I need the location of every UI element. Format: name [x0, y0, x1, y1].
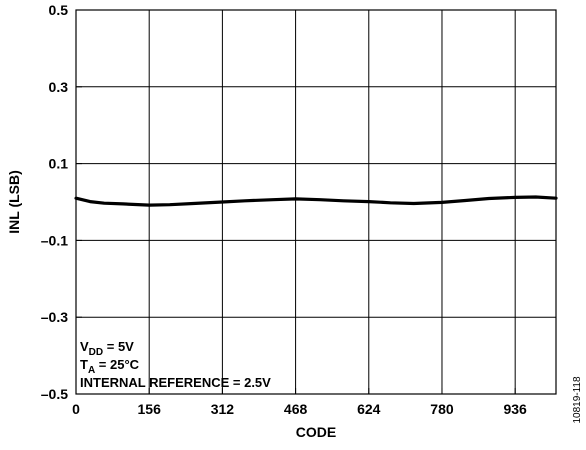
x-tick-label: 936 — [503, 401, 527, 417]
y-tick-label: –0.5 — [41, 386, 68, 402]
x-tick-label: 624 — [357, 401, 381, 417]
x-tick-label: 156 — [138, 401, 162, 417]
vdd-note: VDD = 5V — [80, 339, 134, 358]
x-tick-label: 468 — [284, 401, 308, 417]
y-tick-label: 0.5 — [49, 2, 69, 18]
y-tick-label: –0.3 — [41, 309, 68, 325]
y-tick-labels: 0.5 0.3 0.1 –0.1 –0.3 –0.5 — [41, 2, 68, 402]
x-tick-label: 780 — [430, 401, 454, 417]
ta-note: TA = 25°C — [80, 357, 140, 376]
y-tick-label: 0.3 — [49, 79, 69, 95]
y-axis-title: INL (LSB) — [6, 170, 22, 234]
x-tick-label: 312 — [211, 401, 235, 417]
y-tick-label: 0.1 — [49, 156, 69, 172]
y-tick-label: –0.1 — [41, 232, 68, 248]
inl-series-line — [74, 195, 558, 207]
x-axis-title: CODE — [296, 424, 336, 440]
conditions-annotation: VDD = 5V TA = 25°C INTERNAL REFERENCE = … — [80, 339, 271, 390]
x-tick-labels: 0 156 312 468 624 780 936 — [72, 401, 527, 417]
x-tick-label: 0 — [72, 401, 80, 417]
tick-marks — [75, 9, 516, 395]
reference-note: INTERNAL REFERENCE = 2.5V — [80, 375, 271, 390]
grid-lines — [76, 10, 556, 394]
plot-area-frame — [75, 9, 557, 395]
figure-id: 10819-118 — [572, 376, 583, 424]
